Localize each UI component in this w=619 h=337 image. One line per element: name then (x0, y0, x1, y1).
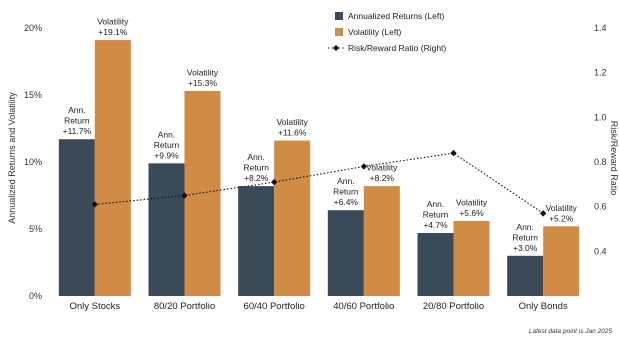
y-tick-right-0: 0.4 (594, 246, 607, 256)
legend-swatch-returns (335, 12, 343, 20)
label-return-40-60-portfolio-line-0: Ann. (337, 176, 355, 186)
label-return-60-40-portfolio-line-0: Ann. (247, 152, 265, 162)
bar-volatility-only-stocks (94, 40, 131, 297)
label-return-60-40-portfolio-line-2: +8.2% (244, 173, 269, 183)
bar-return-60-40-portfolio (238, 186, 275, 296)
risk-reward-point-only-stocks (91, 201, 99, 208)
label-return-60-40-portfolio-line-1: Return (243, 163, 269, 173)
bar-volatility-60-40-portfolio (274, 140, 311, 296)
bar-return-only-stocks (58, 139, 95, 296)
label-return-80-20-portfolio-line-1: Return (154, 140, 180, 150)
legend-swatch-marker (333, 45, 339, 51)
risk-reward-point-only-bonds (539, 210, 547, 217)
y-tick-left-1: 5% (29, 224, 42, 234)
label-volatility-20-80-portfolio-line-0: Volatility (456, 197, 488, 207)
label-return-only-bonds-line-1: Return (512, 232, 538, 242)
y-tick-right-4: 1.2 (594, 68, 607, 78)
bar-volatility-40-60-portfolio (363, 186, 400, 296)
footnote: Latest data point is Jan 2025 (529, 328, 613, 335)
bars (58, 40, 580, 297)
y-axis-title-left: Annualized Returns and Volatility (7, 92, 17, 224)
bar-volatility-20-80-portfolio (453, 220, 490, 296)
legend-label-risk-reward: Risk/Reward Ratio (Right) (348, 43, 446, 53)
category-label-20-80-portfolio: 20/80 Portfolio (423, 301, 484, 312)
bar-volatility-only-bonds (543, 226, 580, 296)
label-volatility-60-40-portfolio-line-0: Volatility (277, 117, 309, 127)
y-tick-right-5: 1.4 (594, 23, 607, 33)
y-axis-left: 0% 5% 10% 15% 20% (24, 23, 42, 301)
label-return-40-60-portfolio-line-2: +6.4% (334, 197, 359, 207)
category-label-40-60-portfolio: 40/60 Portfolio (333, 301, 394, 312)
legend: Annualized Returns (Left) Volatility (Lef… (328, 11, 446, 53)
category-label-60-40-portfolio: 60/40 Portfolio (244, 301, 305, 312)
category-label-only-stocks: Only Stocks (69, 301, 120, 312)
risk-reward-point-60-40-portfolio (270, 178, 278, 186)
label-return-20-80-portfolio-line-1: Return (423, 210, 449, 220)
label-volatility-only-bonds-line-0: Volatility (546, 203, 578, 213)
y-tick-right-2: 0.8 (594, 157, 607, 167)
risk-reward-point-40-60-portfolio (360, 163, 368, 170)
label-return-only-bonds-line-2: +3.0% (513, 243, 538, 253)
legend-label-returns: Annualized Returns (Left) (348, 11, 445, 21)
label-return-only-stocks-line-2: +11.7% (63, 126, 92, 136)
bar-return-only-bonds (507, 255, 544, 296)
label-volatility-only-stocks-line-1: +19.1% (98, 27, 128, 37)
y-axis-title-right: Risk/Reward Ratio (609, 121, 619, 196)
label-return-20-80-portfolio-line-2: +4.7% (423, 220, 448, 230)
category-labels: Only Stocks 80/20 Portfolio 60/40 Portfoli… (69, 301, 567, 312)
label-volatility-20-80-portfolio-line-1: +5.6% (459, 208, 484, 218)
label-return-20-80-portfolio-line-0: Ann. (427, 199, 445, 209)
y-tick-left-2: 10% (24, 157, 42, 167)
y-tick-left-0: 0% (29, 291, 42, 301)
bar-return-40-60-portfolio (327, 210, 364, 296)
label-volatility-only-bonds-line-1: +5.2% (549, 213, 574, 223)
label-return-80-20-portfolio-line-2: +9.9% (154, 150, 179, 160)
legend-label-volatility: Volatility (Left) (348, 27, 402, 37)
bar-return-80-20-portfolio (148, 163, 185, 296)
risk-reward-point-20-80-portfolio (450, 149, 457, 157)
legend-swatch-volatility (335, 28, 343, 36)
label-volatility-only-stocks-line-0: Volatility (97, 17, 129, 27)
y-tick-right-3: 1.0 (594, 112, 607, 122)
y-axis-right: 0.4 0.6 0.8 1.0 1.2 1.4 (594, 23, 607, 256)
risk-reward-point-80-20-portfolio (181, 192, 188, 199)
y-tick-right-1: 0.6 (594, 202, 607, 212)
label-return-only-bonds-line-0: Ann. (516, 222, 534, 232)
category-label-80-20-portfolio: 80/20 Portfolio (154, 301, 215, 312)
y-tick-left-4: 20% (24, 23, 42, 33)
label-return-only-stocks-line-0: Ann. (68, 105, 86, 115)
label-volatility-60-40-portfolio-line-1: +11.6% (278, 128, 307, 138)
bar-return-20-80-portfolio (417, 233, 454, 296)
label-return-only-stocks-line-1: Return (64, 116, 90, 126)
label-volatility-80-20-portfolio-line-1: +15.3% (188, 78, 218, 88)
category-label-only-bonds: Only Bonds (519, 301, 568, 312)
label-volatility-80-20-portfolio-line-0: Volatility (187, 67, 219, 77)
label-volatility-40-60-portfolio-line-0: Volatility (366, 163, 398, 173)
y-tick-left-3: 15% (24, 90, 42, 100)
risk-reward-line (91, 149, 547, 217)
label-volatility-40-60-portfolio-line-1: +8.2% (370, 173, 395, 183)
bar-volatility-80-20-portfolio (184, 90, 221, 296)
label-return-40-60-portfolio-line-1: Return (333, 187, 359, 197)
data-labels: Ann.Return+11.7%Volatility+19.1%Ann.Retu… (63, 17, 578, 253)
label-return-80-20-portfolio-line-0: Ann. (158, 129, 176, 139)
